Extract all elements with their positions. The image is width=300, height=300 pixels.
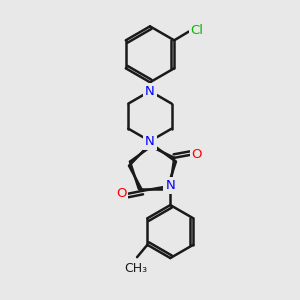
Text: N: N (145, 135, 155, 148)
Text: N: N (145, 85, 155, 98)
Text: O: O (116, 187, 126, 200)
Text: Cl: Cl (191, 23, 204, 37)
Text: O: O (192, 148, 202, 161)
Text: N: N (165, 179, 175, 192)
Text: CH₃: CH₃ (124, 262, 147, 275)
